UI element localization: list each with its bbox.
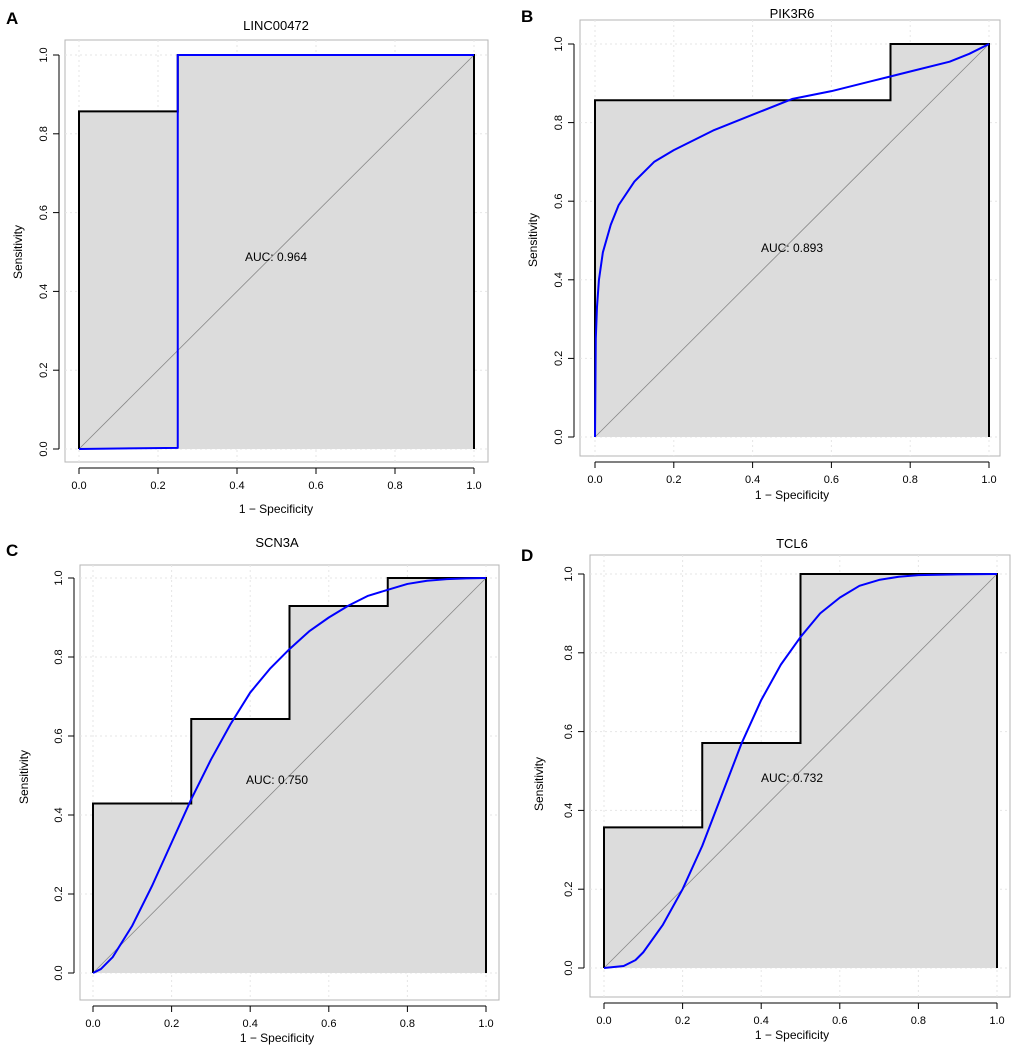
y-tick-label: 0.0 [563, 960, 575, 975]
roc-chart-d: D TCL6 0.0 0.2 0.4 0.6 0.8 1.0 0.0 0.2 0.4 0.6 0.8 1.… [521, 536, 1011, 1042]
x-tick-label: 0.6 [824, 474, 839, 486]
smoothed-roc-curve [78, 54, 474, 450]
auc-annotation: AUC: 0.964 [245, 250, 307, 264]
panel-letter: A [6, 9, 18, 28]
y-tick-label: 1.0 [553, 36, 565, 51]
y-tick-label: 0.6 [38, 205, 50, 220]
panel-c: C SCN3A 0.0 0.2 0.4 0.6 0.8 1.0 0.0 0.2 0.4 0.6 0.8 1… [0, 530, 510, 1047]
y-tick-label: 0.8 [53, 649, 65, 664]
x-tick-label: 0.2 [150, 480, 165, 492]
panel-letter: B [521, 7, 533, 26]
diagonal-reference-line [603, 573, 998, 969]
auc-annotation: AUC: 0.732 [761, 771, 823, 785]
y-tick-label: 0.6 [553, 194, 565, 209]
roc-chart-b: B PIK3R6 0.0 0.2 0.4 0.6 0.8 1.0 0.0 0.2 0.4 0.6 0.8… [521, 6, 1001, 502]
chart-title: PIK3R6 [770, 6, 815, 21]
panel-letter: D [521, 546, 533, 565]
x-tick-label: 1.0 [466, 480, 481, 492]
y-axis-label: Sensitivity [17, 750, 31, 804]
x-tick-label: 1.0 [478, 1018, 493, 1030]
y-tick-label: 0.6 [563, 724, 575, 739]
x-tick-label: 1.0 [981, 474, 996, 486]
y-axis-label: Sensitivity [532, 757, 546, 811]
y-axis-label: Sensitivity [526, 213, 540, 267]
x-tick-label: 0.4 [229, 480, 244, 492]
y-tick-label: 0.4 [53, 807, 65, 822]
panel-d: D TCL6 0.0 0.2 0.4 0.6 0.8 1.0 0.0 0.2 0.4 0.6 0.8 1.… [515, 530, 1021, 1047]
diagonal-reference-line [92, 577, 487, 974]
x-tick-label: 0.6 [832, 1015, 847, 1027]
x-tick-label: 0.4 [745, 474, 760, 486]
y-tick-label: 1.0 [38, 47, 50, 62]
x-tick-label: 0.4 [754, 1015, 769, 1027]
panel-a: A LINC00472 0.0 0.2 0.4 0.6 0.8 1.0 0.0 0.2 0.4 0.6… [0, 0, 510, 520]
smoothed-roc-curve [603, 573, 998, 969]
y-tick-label: 0.0 [53, 965, 65, 980]
y-tick-label: 0.8 [38, 126, 50, 141]
y-tick-label: 1.0 [563, 566, 575, 581]
auc-annotation: AUC: 0.893 [761, 241, 823, 255]
x-tick-label: 0.6 [308, 480, 323, 492]
roc-chart-c: C SCN3A 0.0 0.2 0.4 0.6 0.8 1.0 0.0 0.2 0.4 0.6 0.8 1… [6, 535, 500, 1045]
empirical-roc-line [594, 43, 990, 437]
x-axis-label: 1 − Specificity [755, 1028, 829, 1042]
y-tick-label: 0.2 [563, 882, 575, 897]
x-tick-label: 0.2 [666, 474, 681, 486]
y-tick-label: 0.4 [563, 803, 575, 818]
auc-annotation: AUC: 0.750 [246, 773, 308, 787]
y-tick-label: 0.6 [53, 728, 65, 743]
x-tick-label: 0.2 [675, 1015, 690, 1027]
x-tick-label: 0.0 [71, 480, 86, 492]
empirical-roc-line [92, 577, 487, 973]
x-axis-label: 1 − Specificity [755, 488, 829, 502]
x-tick-label: 0.2 [164, 1018, 179, 1030]
x-axis-label: 1 − Specificity [239, 502, 313, 516]
smoothed-roc-curve [594, 43, 990, 438]
y-tick-label: 1.0 [53, 570, 65, 585]
panel-letter: C [6, 541, 18, 560]
y-tick-label: 0.2 [38, 363, 50, 378]
y-axis-label: Sensitivity [11, 225, 25, 279]
x-tick-label: 0.0 [596, 1015, 611, 1027]
x-tick-label: 0.8 [400, 1018, 415, 1030]
chart-title: LINC00472 [243, 18, 309, 33]
smoothed-roc-curve [92, 577, 487, 974]
x-tick-label: 0.4 [243, 1018, 258, 1030]
x-tick-label: 0.8 [387, 480, 402, 492]
y-tick-label: 0.8 [563, 645, 575, 660]
panel-b: B PIK3R6 0.0 0.2 0.4 0.6 0.8 1.0 0.0 0.2 0.4 0.6 0.8… [515, 0, 1021, 520]
y-tick-label: 0.4 [553, 272, 565, 287]
x-tick-label: 0.6 [321, 1018, 336, 1030]
y-tick-label: 0.0 [38, 441, 50, 456]
y-tick-label: 0.2 [553, 351, 565, 366]
x-tick-label: 0.0 [85, 1018, 100, 1030]
y-tick-label: 0.0 [553, 429, 565, 444]
y-tick-label: 0.2 [53, 886, 65, 901]
x-tick-label: 0.8 [903, 474, 918, 486]
x-axis-label: 1 − Specificity [240, 1031, 314, 1045]
chart-title: TCL6 [776, 536, 808, 551]
chart-title: SCN3A [255, 535, 299, 550]
y-tick-label: 0.8 [553, 115, 565, 130]
diagonal-reference-line [78, 54, 475, 450]
x-tick-label: 0.8 [911, 1015, 926, 1027]
y-tick-label: 0.4 [38, 284, 50, 299]
roc-chart-a: A LINC00472 0.0 0.2 0.4 0.6 0.8 1.0 0.0 0.2 0.4 0.6… [6, 9, 489, 516]
x-tick-label: 1.0 [989, 1015, 1004, 1027]
diagonal-reference-line [594, 43, 990, 438]
x-tick-label: 0.0 [587, 474, 602, 486]
